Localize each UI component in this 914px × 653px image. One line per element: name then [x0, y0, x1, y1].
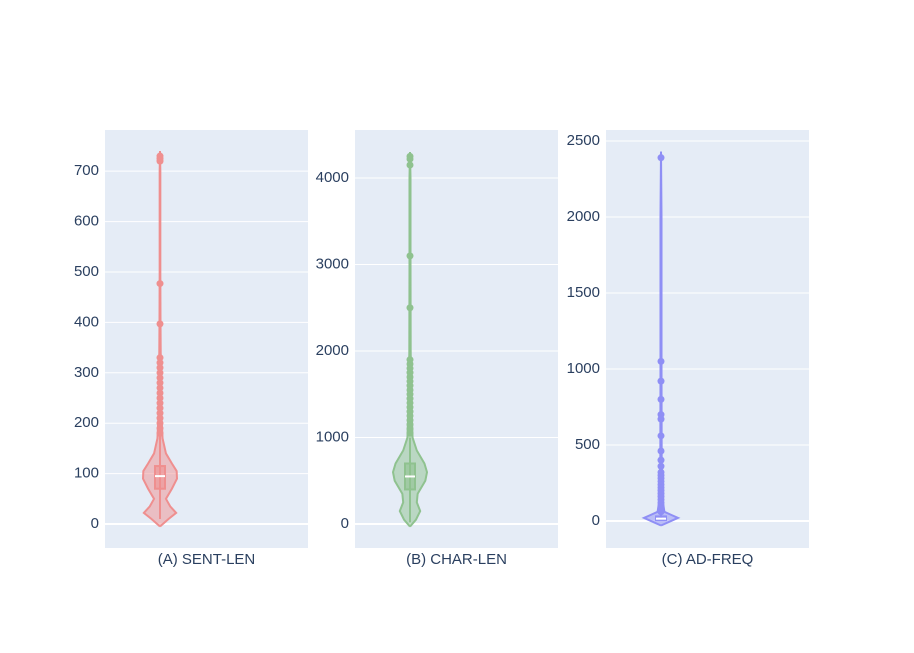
outlier-point: [156, 374, 164, 382]
outlier-point: [657, 377, 665, 385]
outlier-point: [657, 154, 665, 162]
outlier-point: [406, 155, 414, 163]
y-tick-label: 3000: [316, 255, 349, 272]
outlier-point: [156, 320, 164, 328]
outlier-point: [156, 369, 164, 377]
y-tick-label: 2500: [567, 132, 600, 149]
outlier-point: [156, 157, 164, 165]
y-tick-label: 500: [575, 436, 600, 453]
outlier-point: [156, 394, 164, 402]
outlier-point: [156, 419, 164, 427]
y-tick-label: 0: [592, 512, 600, 529]
outlier-point: [657, 456, 665, 464]
outlier-point: [657, 508, 665, 516]
y-tick-label: 1000: [567, 360, 600, 377]
outlier-point: [156, 364, 164, 372]
y-tick-label: 500: [74, 263, 99, 280]
outlier-point: [657, 395, 665, 403]
x-tick-label: (A) SENT-LEN: [158, 551, 256, 568]
box: [154, 465, 166, 490]
outlier-point: [156, 414, 164, 422]
outlier-point: [156, 379, 164, 387]
x-tick-label: (C) AD-FREQ: [662, 551, 754, 568]
outlier-point: [156, 429, 164, 437]
outlier-point: [156, 424, 164, 432]
outlier-point: [156, 399, 164, 407]
y-tick-label: 300: [74, 364, 99, 381]
outlier-point: [657, 415, 665, 423]
y-tick-label: 1000: [316, 428, 349, 445]
outlier-point: [657, 462, 665, 470]
outlier-point: [406, 252, 414, 260]
plot-area: [105, 130, 308, 548]
outlier-point: [657, 432, 665, 440]
outlier-point: [156, 409, 164, 417]
outlier-point: [406, 161, 414, 169]
plot-area: [355, 130, 558, 548]
y-tick-label: 200: [74, 414, 99, 431]
outlier-point: [156, 354, 164, 362]
y-tick-label: 400: [74, 313, 99, 330]
x-tick-label: (B) CHAR-LEN: [406, 551, 507, 568]
outlier-point: [657, 357, 665, 365]
outlier-point: [156, 280, 164, 288]
y-tick-label: 700: [74, 162, 99, 179]
plot-area: [606, 130, 809, 548]
y-tick-label: 4000: [316, 169, 349, 186]
outlier-point: [156, 389, 164, 397]
outlier-point: [156, 404, 164, 412]
outlier-point: [156, 384, 164, 392]
outlier-point: [406, 429, 414, 437]
y-tick-label: 2000: [316, 342, 349, 359]
y-tick-label: 0: [91, 515, 99, 532]
y-tick-label: 0: [341, 515, 349, 532]
outlier-point: [657, 447, 665, 455]
y-tick-label: 100: [74, 465, 99, 482]
outlier-point: [406, 304, 414, 312]
y-tick-label: 2000: [567, 208, 600, 225]
outlier-point: [156, 359, 164, 367]
y-tick-label: 1500: [567, 284, 600, 301]
y-tick-label: 600: [74, 213, 99, 230]
